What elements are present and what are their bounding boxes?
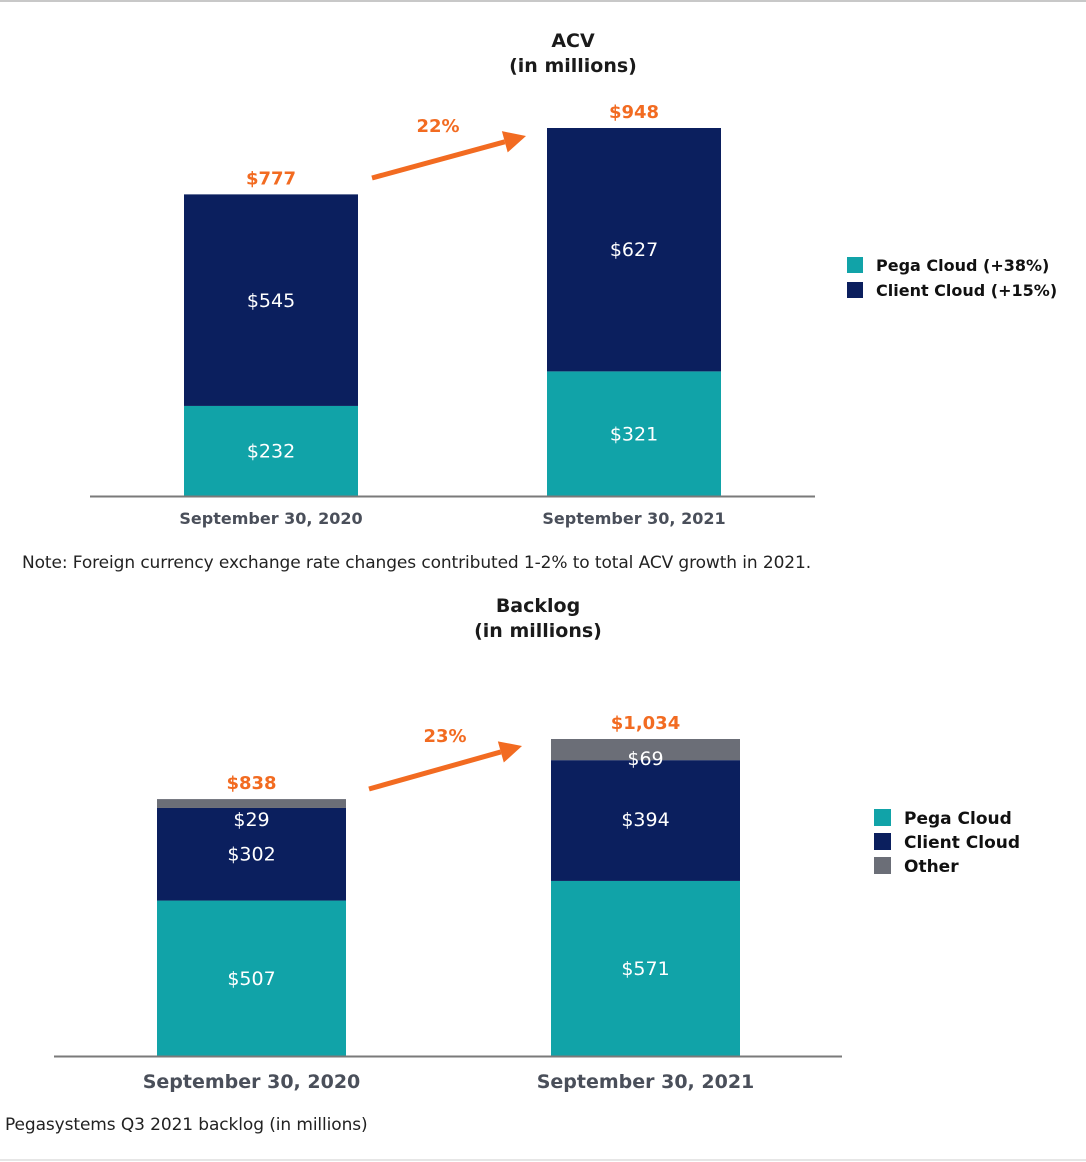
bottom-divider <box>0 1159 1086 1161</box>
segment-value-label: $302 <box>227 843 275 865</box>
growth-arrow-icon <box>501 131 526 153</box>
segment-value-label: $69 <box>627 748 663 770</box>
segment-value-label: $232 <box>247 441 295 463</box>
legend-label: Pega Cloud <box>904 809 1012 829</box>
legend-label: Client Cloud (+15%) <box>876 281 1057 300</box>
legend-swatch <box>874 833 891 850</box>
chart-subtitle: (in millions) <box>509 55 637 77</box>
growth-arrow-shaft <box>368 749 502 792</box>
segment-value-label: $545 <box>247 290 295 312</box>
bar-segment-client-cloud <box>551 760 740 881</box>
x-tick-label: September 30, 2021 <box>537 1071 755 1093</box>
growth-arrow-icon <box>497 741 522 763</box>
bar-segment-client-cloud <box>157 807 346 901</box>
x-tick-label: September 30, 2020 <box>143 1071 361 1093</box>
total-value-label: $1,034 <box>611 713 680 734</box>
segment-value-label: $627 <box>610 239 658 261</box>
segment-value-label: $507 <box>227 968 275 990</box>
bar-segment-pega-cloud <box>551 880 740 1056</box>
legend-swatch <box>874 857 891 874</box>
segment-value-label: $394 <box>621 809 669 831</box>
top-divider <box>0 0 1086 2</box>
segment-value-label: $29 <box>233 809 269 831</box>
backlog-caption: Pegasystems Q3 2021 backlog (in millions… <box>5 1115 368 1135</box>
bar-segment-pega-cloud <box>547 371 721 496</box>
bar-segment-client-cloud <box>547 128 721 372</box>
legend-label: Pega Cloud (+38%) <box>876 256 1049 275</box>
acv-chart: ACV (in millions) $232 $545 $777 September 30… <box>90 30 1057 528</box>
bar-segment-other <box>551 739 740 761</box>
growth-arrow-shaft <box>371 139 506 181</box>
legend-label: Client Cloud <box>904 833 1020 853</box>
chart-title: Backlog <box>496 595 580 617</box>
bar-segment-client-cloud <box>184 194 358 406</box>
x-tick-label: September 30, 2021 <box>542 509 725 528</box>
bar-segment-other <box>157 799 346 808</box>
total-value-label: $838 <box>226 773 276 794</box>
bar-segment-pega-cloud <box>157 900 346 1056</box>
bar-segment-pega-cloud <box>184 405 358 496</box>
growth-percent-label: 23% <box>423 726 466 747</box>
segment-value-label: $321 <box>610 423 658 445</box>
x-tick-label: September 30, 2020 <box>179 509 362 528</box>
chart-subtitle: (in millions) <box>474 620 602 642</box>
backlog-chart: Backlog (in millions) $507 $302 $29 $838 Septe… <box>54 595 1020 1093</box>
growth-percent-label: 22% <box>416 116 459 137</box>
acv-footnote: Note: Foreign currency exchange rate cha… <box>22 553 812 573</box>
legend-label: Other <box>904 857 959 877</box>
segment-value-label: $571 <box>621 958 669 980</box>
legend-swatch <box>847 257 863 273</box>
total-value-label: $948 <box>609 102 659 123</box>
legend-swatch <box>847 282 863 298</box>
chart-title: ACV <box>551 30 595 52</box>
legend-swatch <box>874 809 891 826</box>
total-value-label: $777 <box>246 168 296 189</box>
